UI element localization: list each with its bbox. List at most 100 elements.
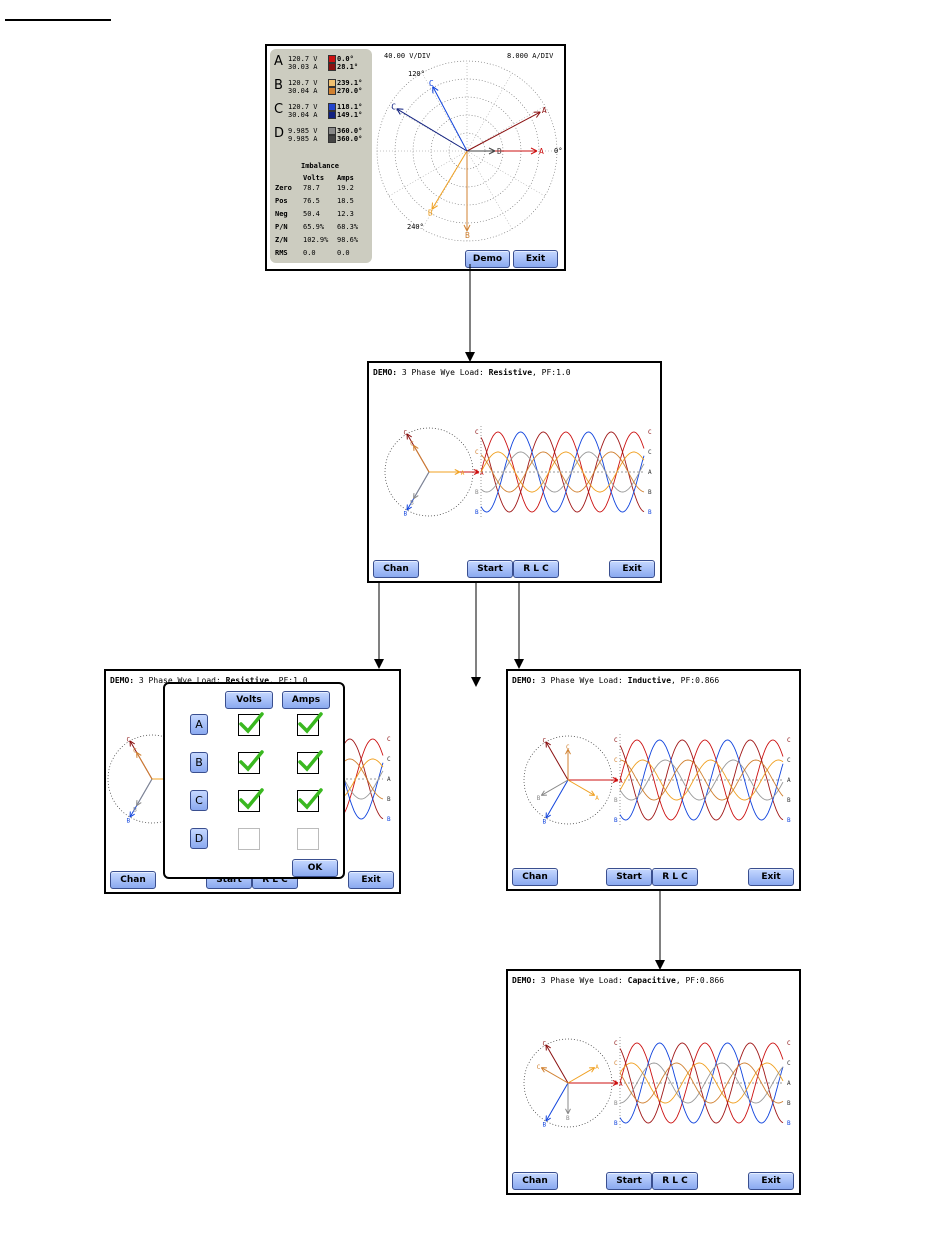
trace-start-label: B	[614, 1120, 618, 1127]
channel-b-button[interactable]: B	[190, 752, 208, 773]
rlc-button[interactable]: R L C	[652, 868, 698, 886]
amps-toggle-button[interactable]: Amps	[282, 691, 330, 709]
rlc-button[interactable]: R L C	[652, 1172, 698, 1190]
channel-a-amps-checkbox[interactable]	[297, 712, 323, 736]
channel-d-amps-checkbox[interactable]	[297, 828, 319, 850]
exit-button[interactable]: Exit	[748, 1172, 794, 1190]
angle-240-label: 240°	[407, 223, 424, 231]
volts-toggle-button[interactable]: Volts	[225, 691, 273, 709]
start-button[interactable]: Start	[467, 560, 513, 578]
demo-title: DEMO: 3 Phase Wye Load: Capacitive, PF:0…	[512, 976, 724, 985]
phase-voltage: 120.7 V	[288, 55, 318, 63]
imbalance-amps-value: 12.3	[337, 210, 354, 218]
voltage-color-swatch	[328, 79, 336, 87]
phase-current: 30.04 A	[288, 111, 318, 119]
trace-end-label: C	[648, 429, 652, 436]
arrowhead	[655, 960, 665, 970]
waveform-trace	[619, 1042, 784, 1124]
waveform-trace	[480, 431, 645, 513]
vector-label: A	[539, 147, 544, 156]
trace-start-label: C	[614, 737, 618, 744]
chan-button[interactable]: Chan	[512, 1172, 558, 1190]
ok-button[interactable]: OK	[292, 859, 338, 877]
phasor-vector	[541, 779, 569, 796]
phase-voltage: 9.985 V	[288, 127, 318, 135]
phasor-label: B	[127, 818, 131, 825]
imbalance-amps-value: 18.5	[337, 197, 354, 205]
chan-button[interactable]: Chan	[512, 868, 558, 886]
vector-label: B	[465, 231, 470, 240]
trace-end-label: C	[787, 737, 791, 744]
vector-label: A	[542, 106, 547, 115]
phasor-label: B	[566, 1115, 570, 1122]
exit-button[interactable]: Exit	[513, 250, 558, 268]
chan-button[interactable]: Chan	[110, 871, 156, 889]
imbalance-amps-header: Amps	[337, 174, 354, 182]
chan-button[interactable]: Chan	[373, 560, 419, 578]
exit-button[interactable]: Exit	[609, 560, 655, 578]
imbalance-row-label: Neg	[275, 210, 288, 218]
demo-button[interactable]: Demo	[465, 250, 510, 268]
voltage-angle: 0.0°	[337, 55, 354, 63]
phase-a-voltage-vector	[466, 111, 541, 152]
title-pf-label: , PF:	[675, 976, 700, 985]
channel-a-volts-checkbox[interactable]	[238, 712, 264, 736]
trace-end-label: B	[787, 1120, 791, 1127]
channel-c-button[interactable]: C	[190, 790, 208, 811]
angle-0-label: 0°	[554, 147, 563, 155]
title-load-word: Load:	[459, 368, 484, 377]
channel-d-volts-checkbox[interactable]	[238, 828, 260, 850]
channel-c-volts-checkbox[interactable]	[238, 788, 264, 812]
trace-start-label: B	[614, 1100, 618, 1107]
trace-end-label: C	[387, 736, 391, 743]
phase-letter: B	[274, 78, 283, 93]
phasor-label: B	[543, 819, 547, 826]
phase-voltage: 120.7 V	[288, 79, 318, 87]
phasor-label: C	[537, 1064, 541, 1071]
imbalance-volts-value: 0.0	[303, 249, 316, 257]
trace-start-label: B	[614, 797, 618, 804]
phase-current: 9.985 A	[288, 135, 318, 143]
title-phase: 3 Phase Wye	[138, 676, 192, 685]
waveform-trace	[480, 451, 645, 493]
volts-per-div: 40.00 V/DIV	[384, 52, 431, 60]
imbalance-volts-value: 102.9%	[303, 236, 329, 244]
channel-b-volts-checkbox[interactable]	[238, 750, 264, 774]
phasor-label: B	[410, 499, 414, 506]
imbalance-amps-value: 0.0	[337, 249, 350, 257]
trace-end-label: C	[787, 1060, 791, 1067]
phasor-vector	[545, 1044, 569, 1084]
imbalance-volts-header: Volts	[303, 174, 325, 182]
channel-b-amps-checkbox[interactable]	[297, 750, 323, 774]
exit-button[interactable]: Exit	[348, 871, 394, 889]
imbalance-row-label: Zero	[275, 184, 292, 192]
phasor-label: A	[619, 1081, 623, 1088]
channel-d-button[interactable]: D	[190, 828, 208, 849]
channel-a-button[interactable]: A	[190, 714, 208, 735]
waveform-trace	[619, 1042, 784, 1124]
imbalance-row-label: Z/N	[275, 236, 288, 244]
start-button[interactable]: Start	[606, 1172, 652, 1190]
phasor-label: C	[543, 737, 547, 744]
trace-start-label: B	[475, 509, 479, 516]
title-load: Resistive	[488, 368, 533, 377]
phasor-vector	[567, 779, 595, 796]
waveform-trace	[480, 431, 645, 513]
title-pf: 0.866	[695, 676, 720, 685]
start-button[interactable]: Start	[606, 868, 652, 886]
readings-panel	[270, 49, 372, 263]
trace-end-label: B	[648, 489, 652, 496]
title-prefix: DEMO:	[373, 368, 398, 377]
phasor-label: A	[480, 470, 484, 477]
channel-c-amps-checkbox[interactable]	[297, 788, 323, 812]
trace-start-label: C	[614, 1040, 618, 1047]
imbalance-volts-value: 76.5	[303, 197, 320, 205]
rlc-button[interactable]: R L C	[513, 560, 559, 578]
title-pf: 1.0	[293, 676, 308, 685]
demo-capacitive-screen: DEMO: 3 Phase Wye Load: Capacitive, PF:0…	[506, 969, 801, 1195]
phase-voltage: 120.7 V	[288, 103, 318, 111]
voltage-color-swatch	[328, 55, 336, 63]
exit-button[interactable]: Exit	[748, 868, 794, 886]
check-icon	[298, 712, 323, 734]
